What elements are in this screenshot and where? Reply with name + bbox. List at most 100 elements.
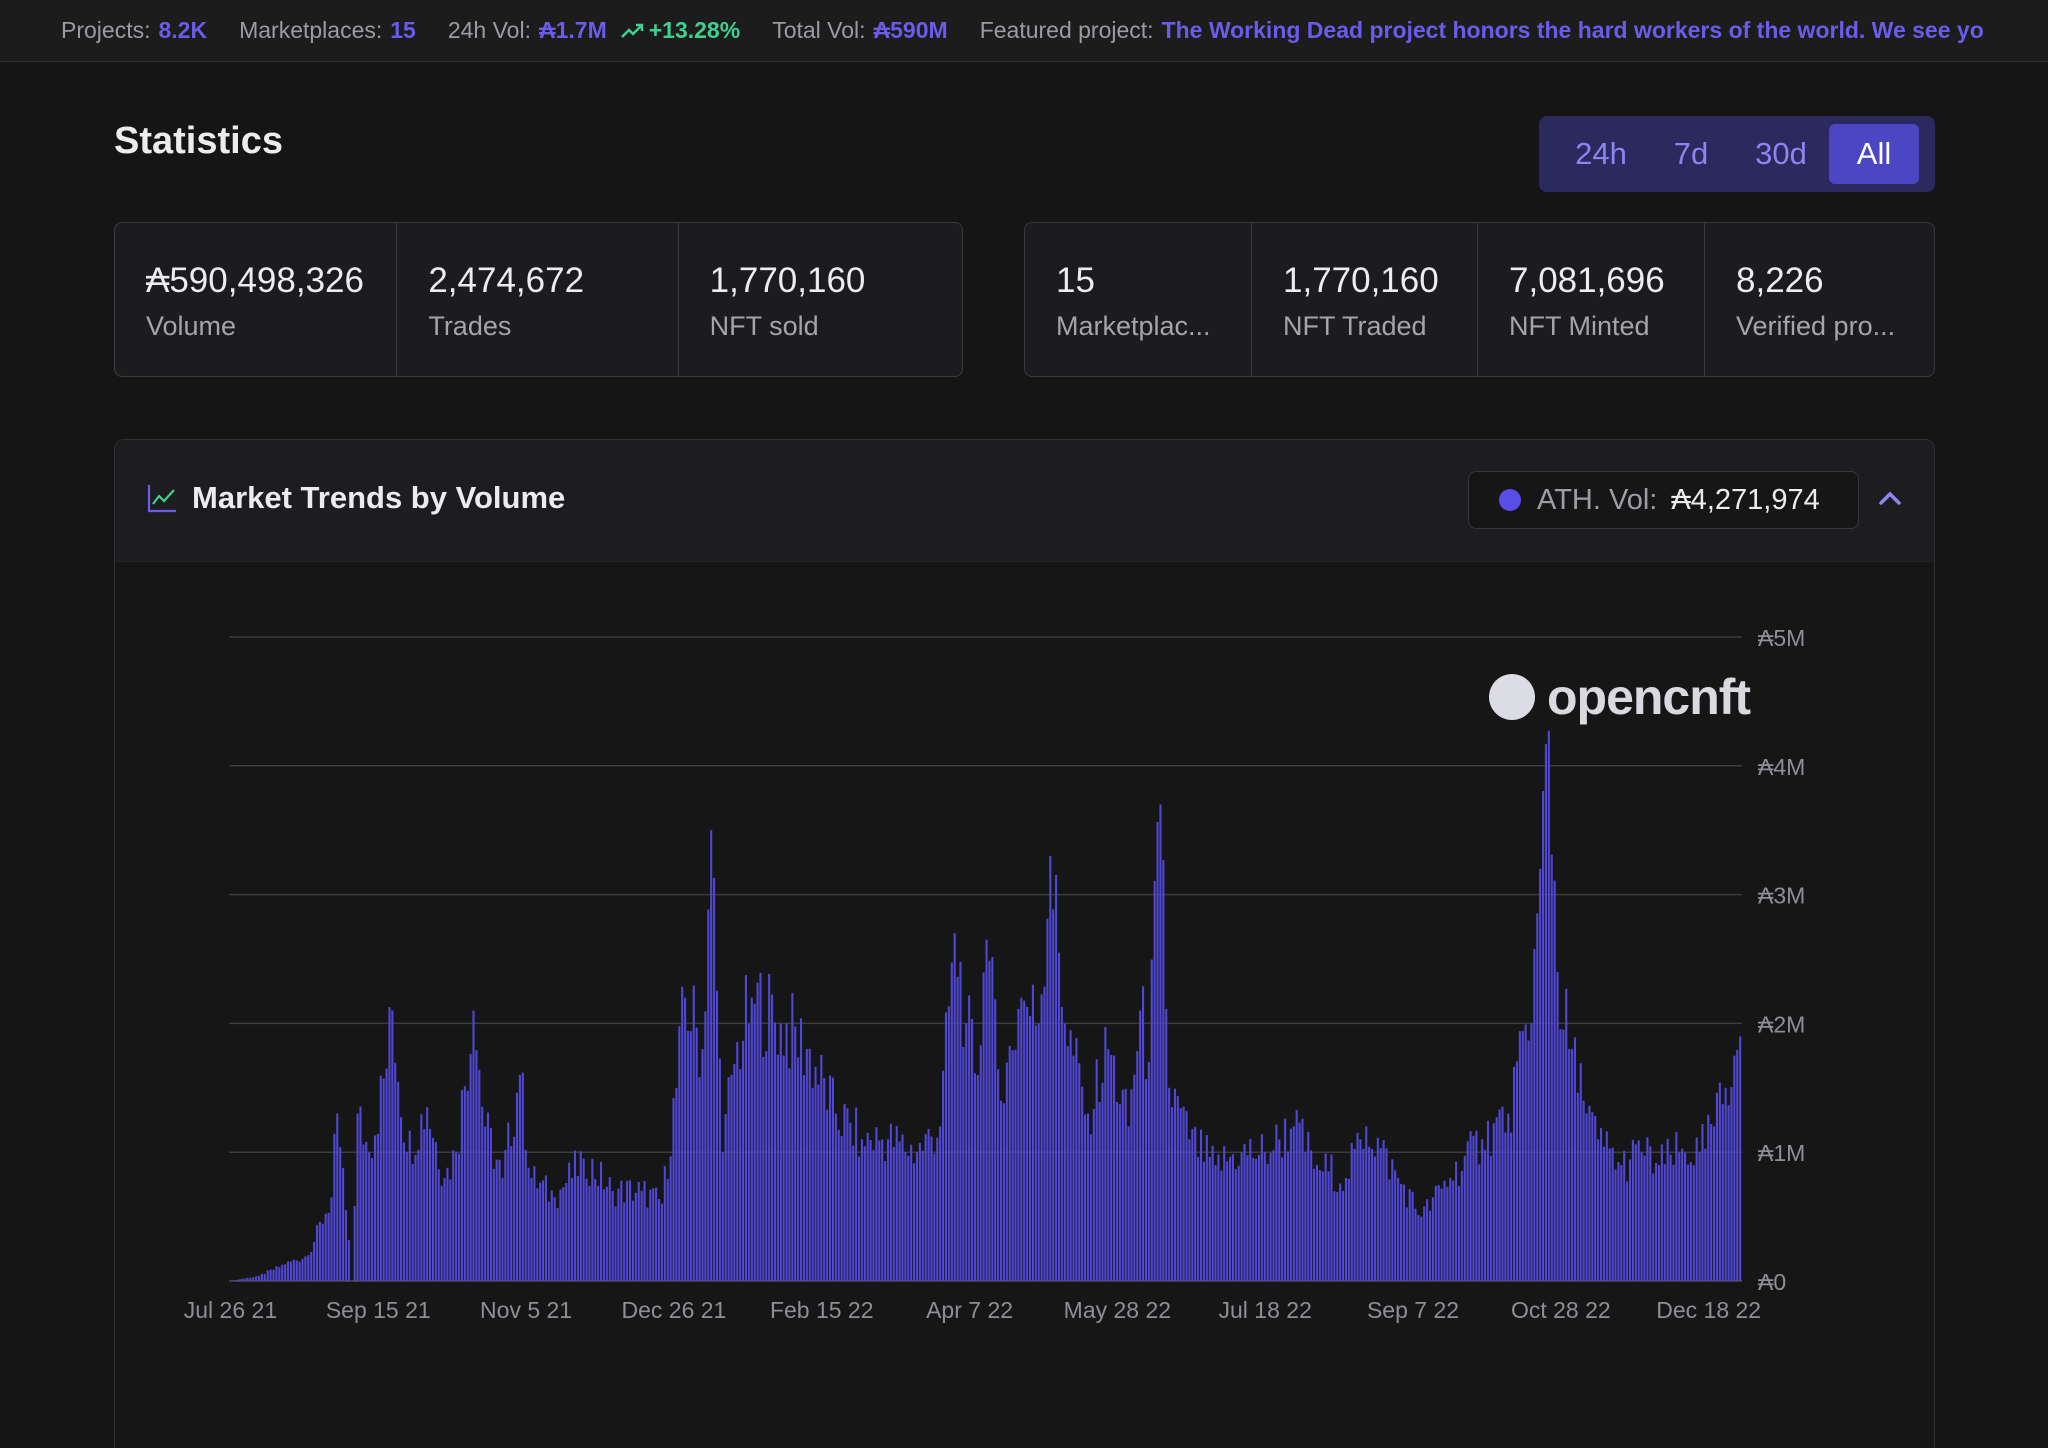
volume-bar (571, 1177, 574, 1281)
ticker-24h-change: +13.28% (620, 17, 740, 44)
volume-bar (1020, 997, 1023, 1281)
volume-bar (713, 877, 716, 1281)
volume-bar (852, 1145, 855, 1281)
volume-bar (1040, 994, 1043, 1281)
volume-bar (826, 1109, 829, 1281)
ticker-total-label: Total Vol: (772, 17, 866, 43)
volume-bar (286, 1261, 290, 1281)
volume-bar (1460, 1170, 1463, 1281)
volume-bar (600, 1161, 603, 1281)
volume-bar (1249, 1138, 1252, 1281)
volume-bar (886, 1139, 890, 1281)
volume-bar (1269, 1152, 1272, 1281)
volume-bar (536, 1188, 539, 1281)
volume-bar (730, 1074, 733, 1281)
collapse-chart-button[interactable] (1873, 482, 1907, 516)
volume-bar (652, 1188, 655, 1281)
volume-bar (1391, 1159, 1394, 1281)
period-all-button[interactable]: All (1829, 124, 1919, 184)
period-24h-button[interactable]: 24h (1575, 136, 1627, 171)
volume-bar (649, 1189, 652, 1281)
volume-bar (1469, 1131, 1472, 1281)
volume-bar (339, 1147, 342, 1281)
volume-bar (446, 1167, 449, 1281)
volume-bar (1342, 1190, 1345, 1281)
volume-bar (620, 1180, 623, 1281)
volume-bar (742, 1040, 745, 1281)
volume-bar (814, 1066, 817, 1281)
volume-bar (1318, 1169, 1321, 1281)
volume-bar (579, 1151, 582, 1281)
volume-bar (965, 1023, 968, 1281)
volume-bar (1631, 1139, 1634, 1281)
volume-bar (1339, 1183, 1342, 1281)
ath-value: ₳4,271,974 (1671, 483, 1820, 516)
volume-bar (1327, 1171, 1330, 1281)
volume-bar (1623, 1150, 1626, 1281)
volume-bar (463, 1086, 466, 1281)
period-30d-button[interactable]: 30d (1755, 136, 1807, 171)
volume-bar (1446, 1186, 1449, 1281)
volume-bar (1011, 1050, 1014, 1281)
page-title: Statistics (114, 120, 283, 162)
stat-verified-projects-value: 8,226 (1736, 261, 1824, 300)
volume-bar (881, 1139, 884, 1281)
volume-bar (698, 1077, 701, 1281)
volume-bar (855, 1107, 858, 1281)
volume-bar (1205, 1135, 1208, 1281)
volume-bar (359, 1106, 362, 1281)
volume-bar (1660, 1144, 1663, 1281)
volume-bar (1263, 1152, 1266, 1281)
volume-bar (605, 1186, 608, 1281)
volume-bar (863, 1146, 866, 1281)
x-tick-label: Nov 5 21 (480, 1297, 572, 1323)
volume-bar (823, 1078, 826, 1281)
featured-project-link[interactable]: The Working Dead project honors the hard… (1161, 17, 1984, 43)
period-7d-button[interactable]: 7d (1673, 136, 1709, 171)
volume-bar (715, 990, 719, 1281)
stat-verified-projects: 8,226 Verified pro... (1705, 223, 1934, 376)
volume-bar (753, 1003, 756, 1281)
volume-bar (1095, 1059, 1098, 1281)
volume-bar (495, 1159, 498, 1281)
volume-bar (1156, 821, 1159, 1281)
volume-bar (765, 1051, 768, 1281)
volume-bar (1133, 1074, 1136, 1281)
y-tick-label: ₳5M (1758, 625, 1805, 651)
volume-bar (1104, 1026, 1107, 1281)
stats-card-secondary: 15 Marketplac... 1,770,160 NFT Traded 7,… (1024, 222, 1935, 377)
volume-bar (1472, 1135, 1475, 1281)
volume-bar (1373, 1156, 1376, 1281)
x-tick-label: Dec 26 21 (621, 1297, 726, 1323)
volume-bar (1394, 1170, 1397, 1281)
volume-bar (1657, 1165, 1661, 1281)
volume-bar (614, 1206, 617, 1281)
volume-bar (704, 1011, 707, 1281)
stat-volume: ₳590,498,326 Volume (115, 223, 398, 376)
volume-bar (1107, 1049, 1110, 1281)
volume-bar (423, 1129, 426, 1281)
volume-bar (942, 1070, 945, 1281)
volume-bar (304, 1256, 307, 1281)
volume-bar (1440, 1188, 1443, 1281)
volume-bar (498, 1159, 501, 1281)
volume-bar (1185, 1111, 1188, 1281)
volume-bar (356, 1113, 359, 1281)
volume-bar (930, 1136, 933, 1281)
volume-bar (379, 1075, 382, 1281)
volume-bar (1475, 1130, 1478, 1281)
volume-bar (257, 1275, 261, 1281)
volume-bar (533, 1166, 536, 1281)
volume-bar (327, 1212, 330, 1281)
volume-bar (1452, 1180, 1455, 1281)
volume-bar (321, 1223, 324, 1281)
volume-bar (1060, 1007, 1063, 1281)
volume-bar (953, 933, 956, 1281)
volume-bar (513, 1136, 516, 1281)
volume-bar (1159, 804, 1162, 1281)
volume-bar (1252, 1157, 1255, 1281)
volume-bar (234, 1280, 237, 1281)
volume-bar (1292, 1126, 1295, 1281)
volume-bar (913, 1163, 916, 1281)
volume-bar (455, 1152, 458, 1281)
